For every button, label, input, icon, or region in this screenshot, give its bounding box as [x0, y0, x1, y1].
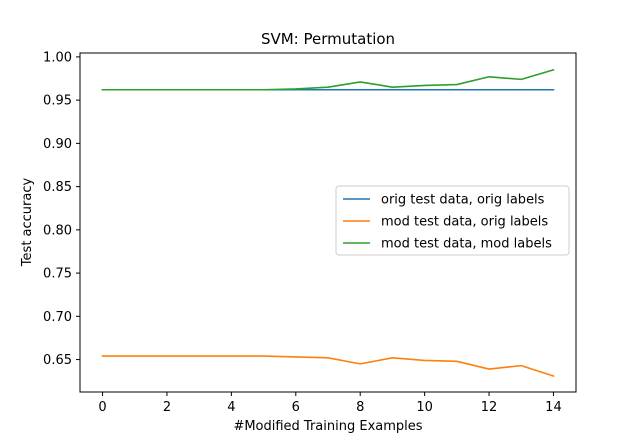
x-tick-label: 14 — [545, 400, 562, 415]
x-tick-label: 10 — [416, 400, 433, 415]
y-tick-label: 0.95 — [43, 94, 72, 109]
y-tick-label: 0.75 — [43, 267, 72, 282]
series-line-1 — [101, 355, 555, 378]
y-tick-label: 0.65 — [43, 353, 72, 368]
y-tick-label: 0.85 — [43, 180, 72, 195]
x-axis-label: #Modified Training Examples — [233, 419, 422, 434]
legend: orig test data, orig labels mod test data… — [335, 185, 570, 256]
x-tick-label: 8 — [356, 400, 364, 415]
series-line-2 — [101, 68, 555, 91]
x-tick-label: 6 — [292, 400, 300, 415]
x-tick-label: 2 — [163, 400, 171, 415]
legend-label: orig test data, orig labels — [381, 193, 545, 208]
legend-label: mod test data, mod labels — [381, 237, 552, 252]
y-tick-label: 0.80 — [43, 223, 72, 238]
y-axis: 0.65 0.70 0.75 0.80 0.85 0.90 0.95 1.00 — [43, 50, 80, 368]
x-axis: 0 2 4 6 8 10 12 14 — [98, 392, 562, 415]
legend-box — [335, 185, 570, 256]
x-tick-label: 0 — [98, 400, 106, 415]
plot-frame — [79, 52, 577, 393]
y-axis-label: Test accuracy — [20, 178, 35, 268]
chart-title: SVM: Permutation — [261, 30, 395, 48]
x-tick-label: 4 — [227, 400, 235, 415]
y-tick-label: 0.70 — [43, 310, 72, 325]
x-tick-label: 12 — [481, 400, 498, 415]
legend-label: mod test data, orig labels — [381, 215, 548, 230]
y-tick-label: 1.00 — [43, 50, 72, 65]
series-layer — [101, 68, 555, 378]
y-tick-label: 0.90 — [43, 137, 72, 152]
